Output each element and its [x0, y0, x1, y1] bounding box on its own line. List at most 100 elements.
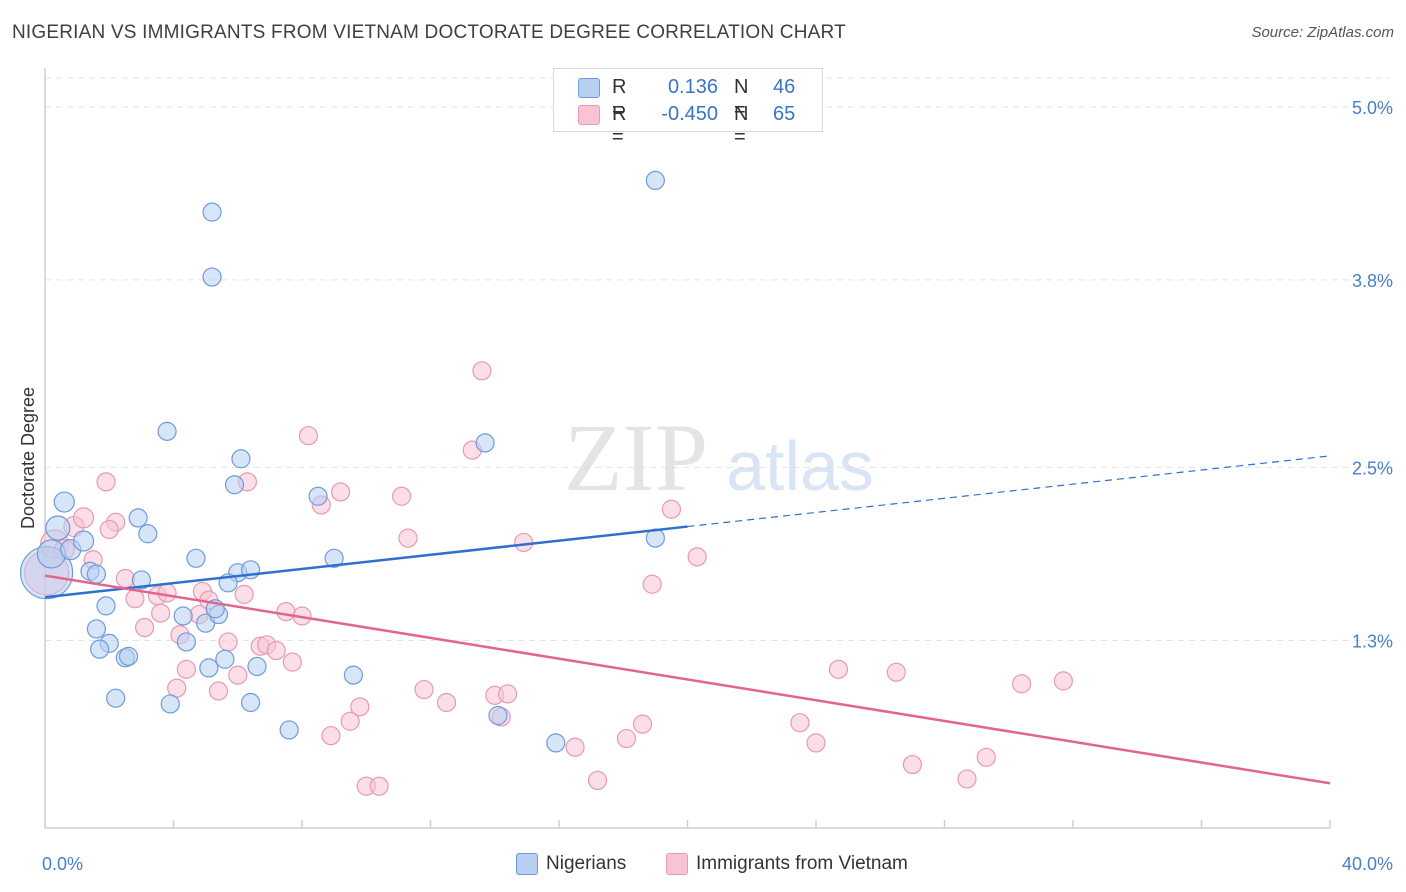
nigerian-point: [488, 705, 508, 726]
nigerian-point: [118, 646, 139, 666]
data-points: [20, 170, 1073, 796]
vietnam-point: [134, 617, 155, 638]
vietnam-point: [115, 568, 135, 589]
nigerian-point: [160, 694, 180, 714]
vietnam-point: [472, 361, 492, 381]
vietnam-point: [587, 770, 608, 791]
vietnam-point: [266, 640, 286, 661]
vietnam-point: [99, 519, 119, 540]
y-tick-label: 2.5%: [1352, 458, 1393, 478]
legend-swatch-blue: [516, 853, 538, 875]
vietnam-point: [350, 697, 370, 717]
nigerian-point: [247, 656, 267, 677]
vietnam-point: [340, 711, 360, 731]
vietnam-point: [369, 776, 389, 796]
nigerian-point: [138, 524, 158, 544]
vietnam-point: [414, 679, 434, 700]
axes: [44, 68, 1331, 829]
gridlines: [45, 77, 1390, 641]
stats-legend: R = 0.136 N = 46 R = -0.450 N = 65: [553, 68, 823, 148]
legend-label-nigerians: Nigerians: [546, 853, 627, 874]
nigerian-point: [176, 632, 196, 652]
legend-n-label: N =: [734, 76, 749, 121]
legend-n-value: 46: [773, 76, 796, 98]
chart-title: NIGERIAN VS IMMIGRANTS FROM VIETNAM DOCT…: [12, 22, 846, 43]
vietnam-point: [330, 482, 351, 502]
vietnam-point: [687, 547, 707, 567]
axis-labels: 1.3% 2.5% 3.8% 5.0% 0.0% 40.0% Doctorate Degre…: [18, 98, 1393, 874]
y-tick-label: 3.8%: [1352, 271, 1393, 291]
nigerian-point: [173, 606, 193, 626]
legend-n-label: N =: [734, 103, 749, 148]
vietnam-point: [498, 684, 518, 704]
legend-n-value: 65: [773, 103, 796, 125]
legend-r-value: 0.136: [667, 76, 718, 98]
watermark-atlas: atlas: [726, 427, 874, 505]
vietnam-point: [790, 713, 810, 733]
legend-swatch-pink: [578, 105, 600, 125]
vietnam-point: [298, 426, 319, 446]
nigerian-point: [90, 639, 110, 659]
nigerian-point: [231, 449, 251, 469]
vietnam-point: [391, 486, 412, 506]
watermark-zip: ZIP: [564, 404, 708, 511]
nigerian-point: [202, 267, 222, 287]
nigerian-point: [106, 688, 126, 708]
legend-r-label: R =: [612, 103, 627, 148]
nigerian-point: [215, 649, 235, 669]
nigerian-point: [308, 486, 328, 506]
nigerian-point: [324, 548, 344, 568]
x-tick-label: 40.0%: [1342, 854, 1393, 874]
vietnam-point: [806, 733, 826, 753]
source-label: Source: ZipAtlas.com: [1251, 24, 1394, 41]
legend-swatch-pink: [666, 853, 688, 875]
vietnam-point: [642, 574, 662, 594]
vietnam-point: [436, 692, 457, 713]
nigerian-point: [128, 508, 148, 528]
nigerian-point: [241, 692, 261, 713]
vietnam-point: [828, 659, 849, 679]
vietnam-point: [886, 662, 906, 682]
y-tick-label: 1.3%: [1352, 632, 1393, 652]
vietnam-point: [1011, 674, 1032, 694]
vietnam-point: [1053, 671, 1073, 691]
vietnam-point: [661, 499, 682, 519]
vietnam-point: [321, 726, 341, 746]
nigerian-point: [279, 720, 299, 740]
nigerian-point: [131, 570, 151, 590]
nigerian-point: [53, 491, 75, 513]
watermark: ZIP atlas: [564, 404, 874, 511]
legend-swatch-blue: [578, 78, 600, 98]
y-tick-label: 5.0%: [1352, 98, 1393, 118]
vietnam-point: [176, 659, 196, 679]
nigerian-point: [645, 170, 665, 191]
vietnam-point: [616, 728, 637, 749]
legend-r-label: R =: [612, 76, 627, 121]
nigerian-point: [546, 733, 566, 753]
vietnam-point: [234, 584, 254, 604]
vietnam-point: [72, 507, 95, 529]
nigerian-point: [72, 530, 95, 552]
vietnam-point: [218, 632, 238, 652]
vietnam-point: [957, 769, 977, 789]
vietnam-point: [228, 665, 248, 685]
nigerian-point: [202, 202, 222, 222]
nigerian-point: [343, 665, 363, 685]
vietnam-point: [151, 603, 171, 623]
vietnam-point: [902, 754, 922, 775]
nigerian-point: [224, 475, 245, 495]
nigerian-point: [45, 515, 71, 541]
vietnam-point: [565, 737, 585, 757]
legend-r-value: -0.450: [661, 103, 718, 125]
nigerian-point: [86, 564, 107, 584]
legend-label-vietnam: Immigrants from Vietnam: [696, 853, 908, 874]
x-tick-label: 0.0%: [42, 854, 83, 874]
nigerian-point: [186, 548, 206, 568]
vietnam-point: [398, 528, 418, 548]
nigerian-point: [157, 421, 177, 441]
vietnam-point: [632, 714, 653, 734]
nigerian-point: [199, 658, 219, 678]
nigerians-trend-line: [44, 525, 688, 599]
vietnam-point: [514, 532, 534, 553]
